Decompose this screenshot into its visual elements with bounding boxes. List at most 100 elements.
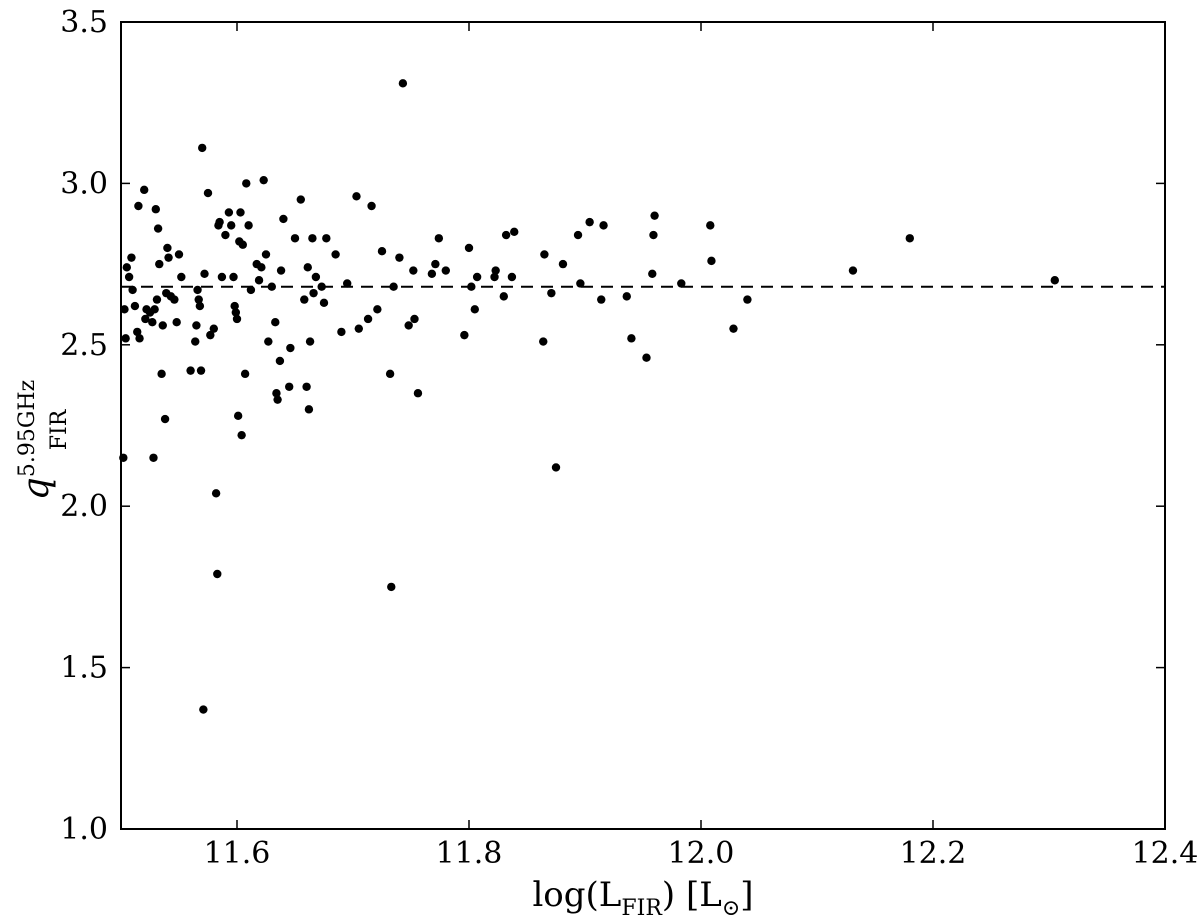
data-point [352,192,361,201]
data-point [275,356,285,366]
data-point [198,143,207,153]
x-tick-label: 11.8 [436,836,503,871]
data-point [302,382,311,391]
data-point [151,205,160,214]
data-point [551,463,561,472]
data-point [848,266,858,275]
data-point [743,295,752,304]
data-point [706,221,715,230]
data-point [337,327,346,337]
y-tick-label: 2.0 [60,489,108,524]
data-point [434,234,444,243]
data-point [558,259,568,269]
data-point [246,285,256,295]
data-point [141,314,150,324]
data-point [264,337,273,346]
y-axis-label-sub: FIR [47,408,72,450]
data-point [311,272,321,282]
data-point [343,279,352,288]
x-tick-label: 12.2 [900,836,967,871]
data-point [410,314,419,324]
data-point [240,369,250,379]
data-point [467,282,476,291]
data-point [540,250,549,259]
data-point [597,295,606,304]
data-point [272,389,281,398]
data-point [305,337,315,346]
data-point [170,295,179,304]
data-point [319,298,329,308]
data-point [271,318,280,327]
data-point [122,263,131,272]
x-axis-label-after: ) [L [662,875,722,915]
data-point [677,279,686,288]
data-point [296,195,305,204]
data-point [472,272,482,282]
data-point [200,269,209,278]
data-point [128,285,137,295]
data-point [221,230,230,240]
svg-text:q5.95GHz: q5.95GHz [15,380,57,500]
data-point [186,366,195,375]
data-point [163,243,172,253]
plot-frame [120,21,1166,830]
data-point [215,217,224,227]
data-point [160,414,170,424]
data-point [199,705,208,714]
y-tick-label: 1.0 [60,812,108,847]
data-point [309,288,318,298]
data-point [547,288,556,298]
data-point [905,234,914,243]
data-point [244,221,253,230]
data-point [441,266,450,275]
data-point [1050,276,1060,285]
data-point [196,366,206,375]
data-point [317,282,326,291]
data-point [238,240,247,249]
data-point [231,308,241,317]
data-point [729,324,738,333]
data-point [599,221,608,230]
data-point [155,259,164,269]
data-point [236,208,245,217]
data-point [398,79,408,88]
data-point [217,272,227,282]
data-point [130,301,140,311]
data-point [209,324,218,333]
data-point [707,256,716,266]
data-point [211,489,221,498]
x-tick-label: 12.0 [668,836,735,871]
data-point [193,285,202,295]
data-point [367,201,376,211]
data-point [191,337,200,346]
data-point [279,214,288,224]
data-point [427,269,437,278]
data-point [276,266,286,275]
data-point [385,369,395,379]
data-point [153,224,163,233]
data-point [206,330,215,340]
data-point [230,301,239,311]
data-point [331,250,340,259]
data-point [377,246,387,256]
y-axis-label: q5.95GHz FIR [15,380,72,500]
data-point [261,250,271,259]
y-tick-label: 3.5 [60,5,108,40]
x-tick-label: 12.4 [1132,836,1199,871]
data-point [224,208,234,217]
data-point [164,253,173,262]
data-point [227,221,236,230]
data-point [242,179,251,188]
data-point [237,430,246,440]
data-point [539,337,548,346]
svg-text:log(LFIR) [L⊙]: log(LFIR) [L⊙] [532,875,753,920]
data-point [148,318,157,327]
data-point [124,272,134,282]
data-point [192,321,201,330]
x-axis-label: log(LFIR) [L⊙] [532,875,753,921]
data-point [267,282,276,291]
data-point [464,243,474,253]
data-point [127,253,136,262]
